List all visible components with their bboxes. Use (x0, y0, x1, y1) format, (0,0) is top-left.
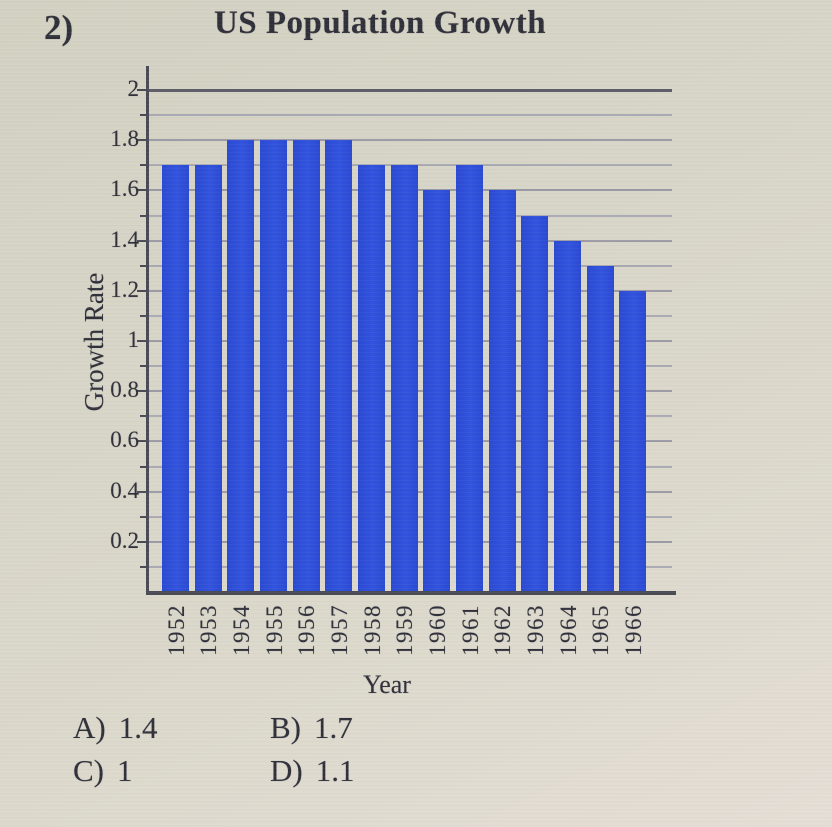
bar-1956 (292, 140, 320, 592)
answer-value: 1 (117, 753, 133, 788)
y-tick-mark (137, 540, 146, 543)
x-tick-label-1958: 1958 (359, 604, 385, 656)
y-tick-mark (140, 515, 146, 518)
gridline-major (148, 89, 672, 92)
y-tick-mark (137, 490, 146, 493)
bar-1964 (554, 240, 582, 592)
bar-1966 (619, 290, 647, 592)
bar-1961 (456, 165, 484, 592)
bar-1965 (586, 265, 614, 592)
x-tick-label-1953: 1953 (196, 604, 222, 656)
y-tick-mark (140, 264, 146, 267)
y-tick-mark (140, 415, 146, 418)
y-tick-label: 1.6 (110, 176, 139, 202)
y-tick-mark (137, 89, 146, 91)
y-tick-label: 0.6 (110, 427, 139, 453)
bar-1955 (260, 140, 288, 592)
y-tick-label: 0.4 (110, 477, 139, 503)
answer-letter: C) (73, 753, 104, 788)
y-tick-label: 0.2 (110, 527, 139, 553)
bar-1957 (325, 140, 353, 592)
x-tick-label-1963: 1963 (522, 604, 548, 656)
y-tick-mark (137, 139, 146, 142)
y-tick-label: 1.8 (110, 126, 139, 152)
gridline-minor (148, 114, 672, 117)
x-tick-label-1954: 1954 (228, 604, 254, 656)
y-tick-mark (140, 164, 146, 167)
y-tick-label: 1.2 (110, 276, 139, 302)
answer-letter: B) (270, 710, 301, 745)
answer-options: A) 1.4 B) 1.7 C) 1 D) 1.1 (73, 710, 354, 789)
chart-title: US Population Growth (213, 5, 547, 41)
bar-1952 (162, 165, 190, 592)
gridline-minor (148, 139, 672, 142)
y-tick-label: 2 (127, 76, 140, 101)
question-number: 2) (44, 8, 74, 47)
answer-value: 1.1 (315, 753, 355, 788)
x-tick-label-1952: 1952 (163, 604, 189, 656)
answer-option-C: C) 1 (73, 753, 270, 789)
answer-letter: A) (73, 710, 106, 745)
x-axis-title: Year (363, 670, 411, 699)
y-tick-mark (140, 465, 146, 468)
x-tick-label-1964: 1964 (555, 604, 581, 656)
y-tick-mark (140, 565, 146, 568)
y-tick-mark (140, 314, 146, 317)
y-tick-mark (140, 214, 146, 217)
x-axis-line (146, 591, 676, 595)
bar-1954 (227, 140, 255, 592)
answer-option-A: A) 1.4 (73, 710, 270, 746)
answer-option-D: D) 1.1 (270, 753, 354, 789)
bar-1963 (521, 215, 549, 592)
x-tick-label-1960: 1960 (424, 604, 450, 656)
y-tick-mark (137, 440, 146, 443)
bar-1958 (358, 165, 386, 592)
answer-value: 1.7 (314, 710, 353, 745)
x-tick-label-1956: 1956 (294, 604, 320, 656)
y-tick-mark (137, 289, 146, 292)
y-tick-mark (137, 390, 146, 393)
y-tick-label: 0.8 (110, 377, 139, 403)
x-tick-label-1966: 1966 (620, 604, 646, 656)
answer-value: 1.4 (118, 710, 158, 745)
x-tick-label-1965: 1965 (588, 604, 614, 656)
y-tick-mark (137, 239, 146, 242)
y-tick-mark (137, 189, 146, 192)
answer-letter: D) (270, 753, 303, 788)
y-tick-label: 1.4 (110, 226, 139, 252)
bar-1962 (488, 190, 516, 592)
y-tick-mark (140, 114, 146, 117)
y-tick-mark (140, 365, 146, 368)
x-tick-label-1957: 1957 (326, 604, 352, 656)
x-tick-label-1955: 1955 (261, 604, 287, 656)
y-tick-mark (137, 340, 146, 342)
x-tick-label-1962: 1962 (490, 604, 516, 656)
bar-1953 (194, 165, 222, 592)
x-tick-label-1961: 1961 (457, 604, 483, 656)
bar-1960 (423, 190, 451, 592)
answer-option-B: B) 1.7 (270, 710, 354, 746)
bar-1959 (390, 165, 418, 592)
y-axis-line (146, 66, 149, 595)
y-tick-label: 1 (127, 327, 140, 352)
x-tick-label-1959: 1959 (392, 604, 418, 656)
